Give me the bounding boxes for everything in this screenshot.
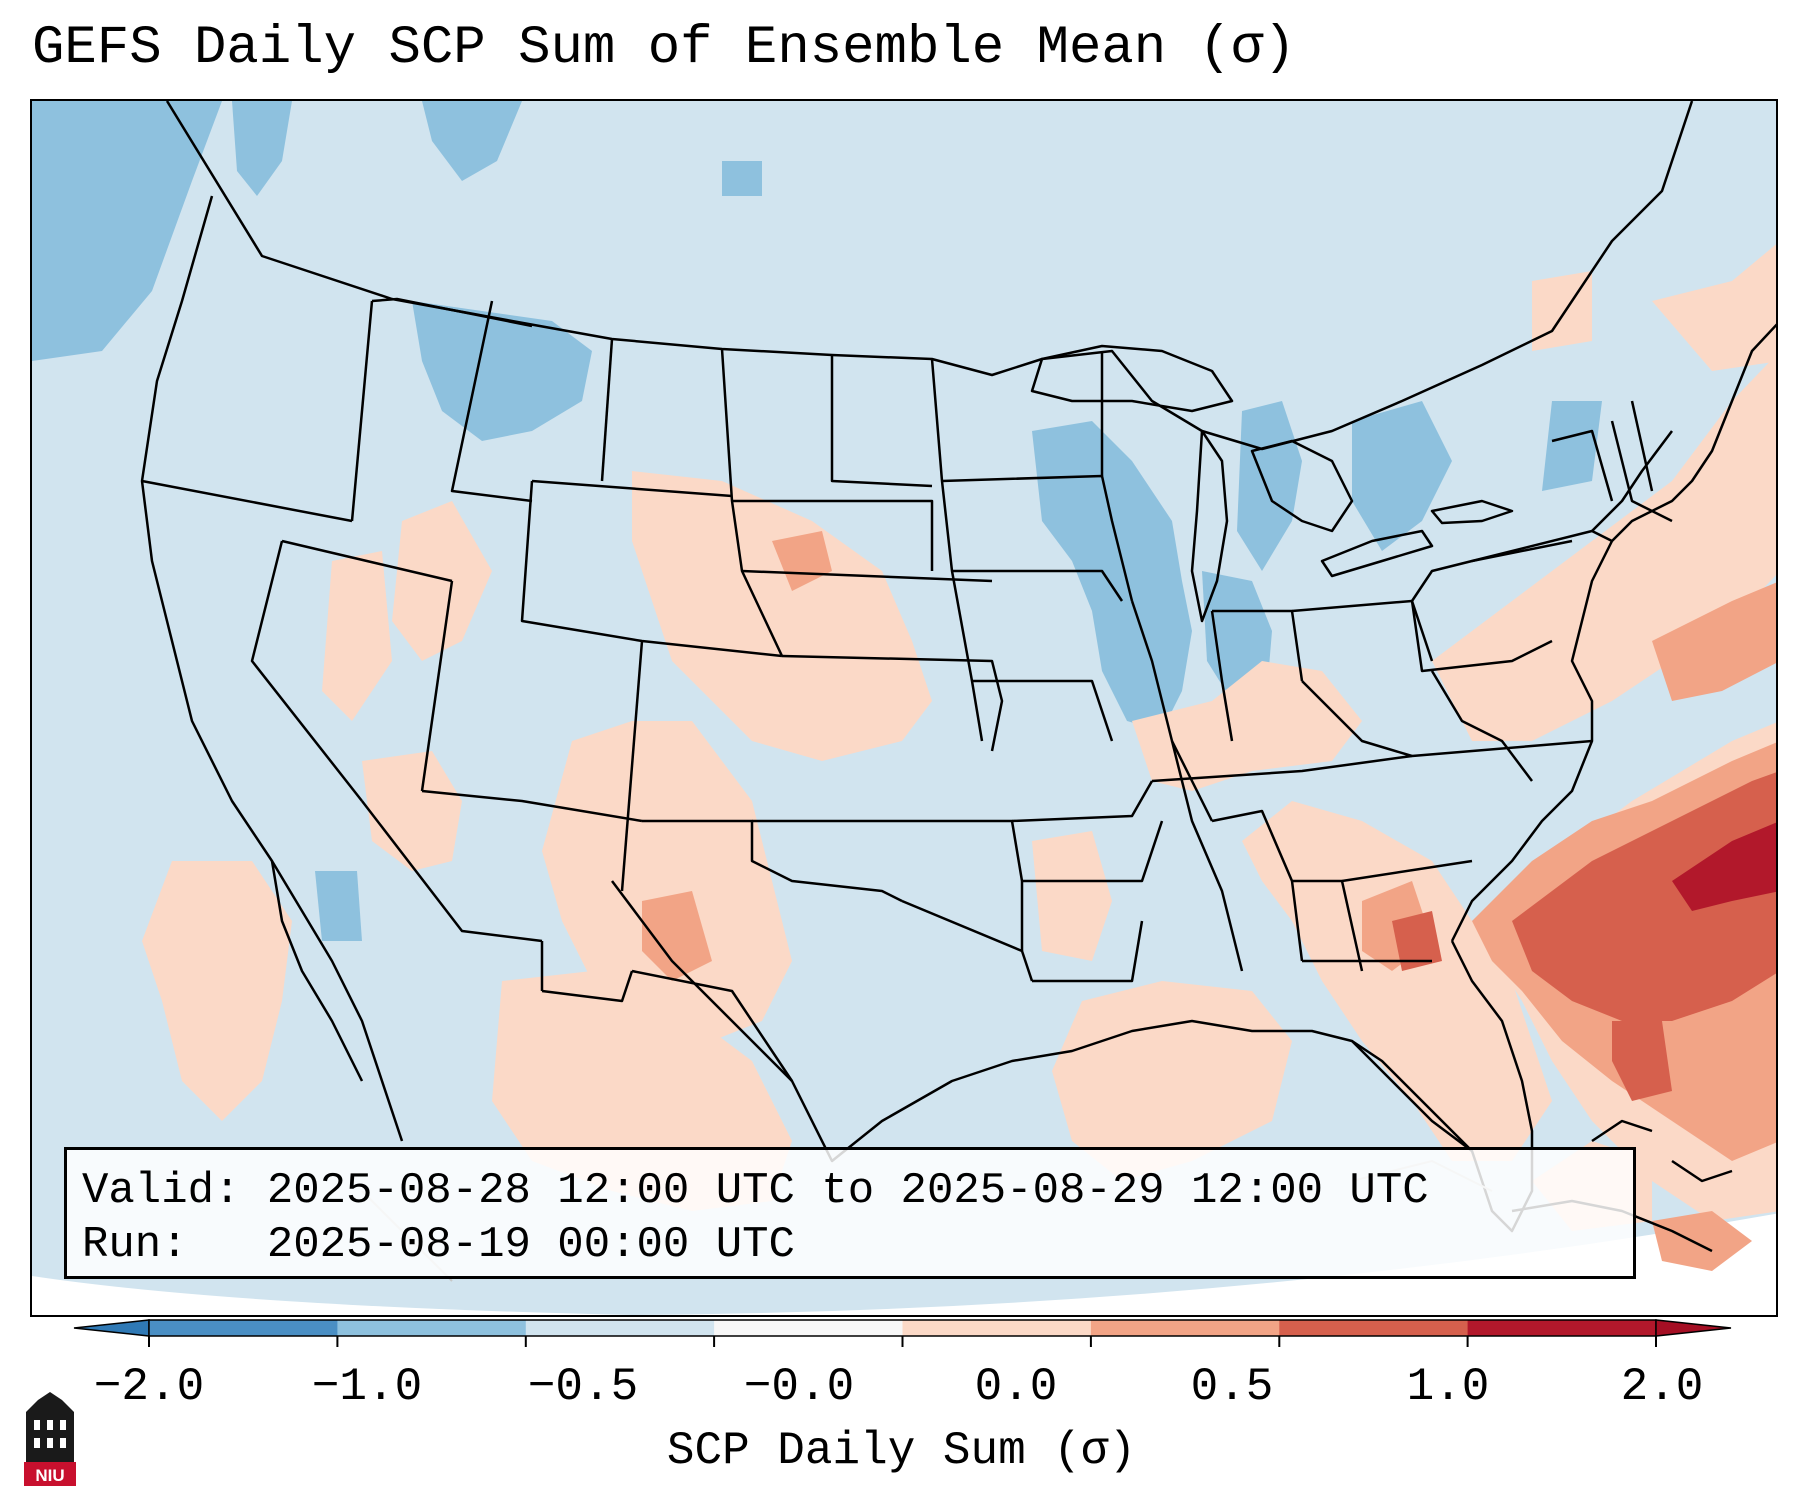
colorbar-segment — [714, 1320, 903, 1336]
gulf-coastline — [611, 880, 1473, 1163]
colorbar-segments — [148, 1319, 1657, 1337]
tick-label: −1.0 — [311, 1361, 423, 1413]
info-box: Valid: 2025-08-28 12:00 UTC to 2025-08-2… — [64, 1147, 1636, 1279]
pacific-coastline — [140, 195, 404, 1142]
negative-anomaly-regions — [32, 101, 1602, 941]
maximum-anomaly-region — [1672, 822, 1776, 911]
lake-erie — [1320, 529, 1434, 578]
tower-windows — [34, 1420, 66, 1448]
colorbar-ticks — [148, 1336, 1657, 1347]
map-panel[interactable] — [30, 99, 1778, 1317]
valid-label: Valid: — [82, 1166, 241, 1216]
logo-banner — [24, 1462, 76, 1486]
map-title: GEFS Daily SCP Sum of Ensemble Mean (σ) — [32, 18, 1296, 79]
tick-label: 0.0 — [974, 1361, 1058, 1413]
run-line: Run: 2025-08-19 00:00 UTC — [82, 1218, 1633, 1272]
baja-coastline — [270, 860, 364, 1082]
colorbar-segment — [1467, 1320, 1657, 1336]
tick-label: 0.5 — [1190, 1361, 1274, 1413]
colorbar-segment — [1090, 1320, 1280, 1336]
tick-label: 1.0 — [1406, 1361, 1490, 1413]
colorbar-over-arrow — [1655, 1319, 1732, 1337]
colorbar-segment — [149, 1320, 338, 1336]
logo-text: NIU — [35, 1466, 64, 1485]
tick-label: −0.0 — [743, 1361, 855, 1413]
bahamas-outline — [1591, 1119, 1653, 1143]
tick-label: −2.0 — [93, 1361, 205, 1413]
run-value: 2025-08-19 00:00 UTC — [266, 1220, 795, 1270]
lake-superior — [1030, 344, 1234, 413]
colorbar-segment — [525, 1320, 715, 1336]
colorbar — [73, 1319, 1732, 1347]
colorbar-segment — [1279, 1320, 1469, 1336]
lake-ontario — [1430, 499, 1514, 525]
colorbar-label: SCP Daily Sum (σ) — [666, 1425, 1137, 1477]
tick-label: 2.0 — [1620, 1361, 1704, 1413]
lake-michigan — [1190, 429, 1229, 623]
valid-value: 2025-08-28 12:00 UTC to 2025-08-29 12:00… — [266, 1166, 1429, 1216]
niu-logo: NIU — [24, 1392, 76, 1486]
map-canvas[interactable] — [32, 101, 1778, 1317]
valid-line: Valid: 2025-08-28 12:00 UTC to 2025-08-2… — [82, 1164, 1633, 1218]
colorbar-segment — [337, 1320, 527, 1336]
run-label: Run: — [82, 1220, 188, 1270]
colorbar-segment — [902, 1320, 1092, 1336]
colorbar-under-arrow — [73, 1319, 150, 1337]
peak-positive-regions — [1392, 772, 1776, 1101]
tick-label: −0.5 — [527, 1361, 639, 1413]
lake-huron — [1250, 439, 1354, 533]
us-canada-border — [165, 101, 1694, 451]
atlantic-coastline — [1450, 323, 1776, 942]
